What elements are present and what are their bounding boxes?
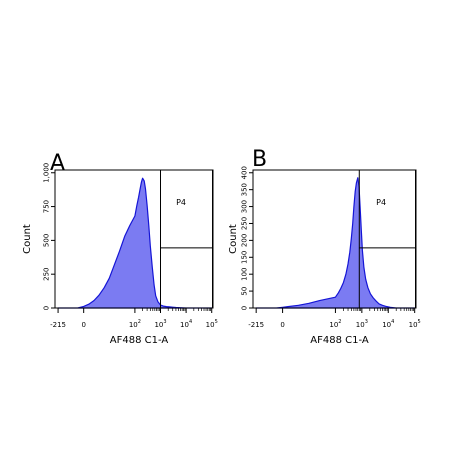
histogram-area	[255, 177, 416, 309]
y-tick-label: 1,000	[43, 163, 51, 183]
gate-label: P4	[376, 198, 386, 207]
y-tick-label: 750	[43, 200, 51, 213]
x-tick-label: -215	[50, 321, 66, 329]
histogram-panel-a: A P4 0 250 500 750 1,000 Count -215 0 102 103 104 105…	[22, 151, 218, 346]
y-tick-label: 200	[241, 234, 249, 247]
y-tick-label: 250	[43, 268, 51, 281]
histogram-panel-b: B P4 0 50 100 150 200 250 300 350 400 Count -215 0 102…	[228, 147, 421, 346]
x-tick-label: -215	[248, 321, 264, 329]
x-tick-label: 104	[382, 319, 394, 329]
y-tick-label: 100	[241, 268, 249, 281]
y-tick-label: 250	[241, 217, 249, 230]
y-tick-label: 500	[43, 234, 51, 247]
x-axis-title: AF488 C1-A	[110, 335, 169, 346]
gate-label: P4	[176, 198, 186, 207]
y-tick-label: 400	[241, 166, 249, 179]
y-tick-label: 300	[241, 200, 249, 213]
y-tick-label: 50	[241, 287, 249, 296]
x-tick-label: 105	[206, 319, 218, 329]
y-tick-label: 0	[241, 306, 249, 310]
x-tick-label: 102	[329, 319, 341, 329]
y-tick-label: 0	[43, 306, 51, 310]
x-tick-label: 102	[129, 319, 141, 329]
panel-label: B	[252, 147, 267, 172]
plot-frame	[252, 169, 417, 309]
gate-p4-box	[160, 169, 214, 309]
histogram-area	[57, 177, 213, 309]
panel-label: A	[50, 151, 65, 176]
y-tick-label: 150	[241, 251, 249, 264]
y-tick-label: 350	[241, 183, 249, 196]
y-axis-title: Count	[228, 224, 239, 254]
x-tick-label: 103	[356, 319, 368, 329]
x-tick-label: 104	[180, 319, 192, 329]
x-tick-label: 0	[280, 321, 284, 329]
x-tick-label: 105	[409, 319, 421, 329]
y-axis-title: Count	[22, 224, 33, 254]
x-tick-label: 0	[81, 321, 85, 329]
x-tick-label: 103	[154, 319, 166, 329]
x-axis-title: AF488 C1-A	[310, 335, 369, 346]
